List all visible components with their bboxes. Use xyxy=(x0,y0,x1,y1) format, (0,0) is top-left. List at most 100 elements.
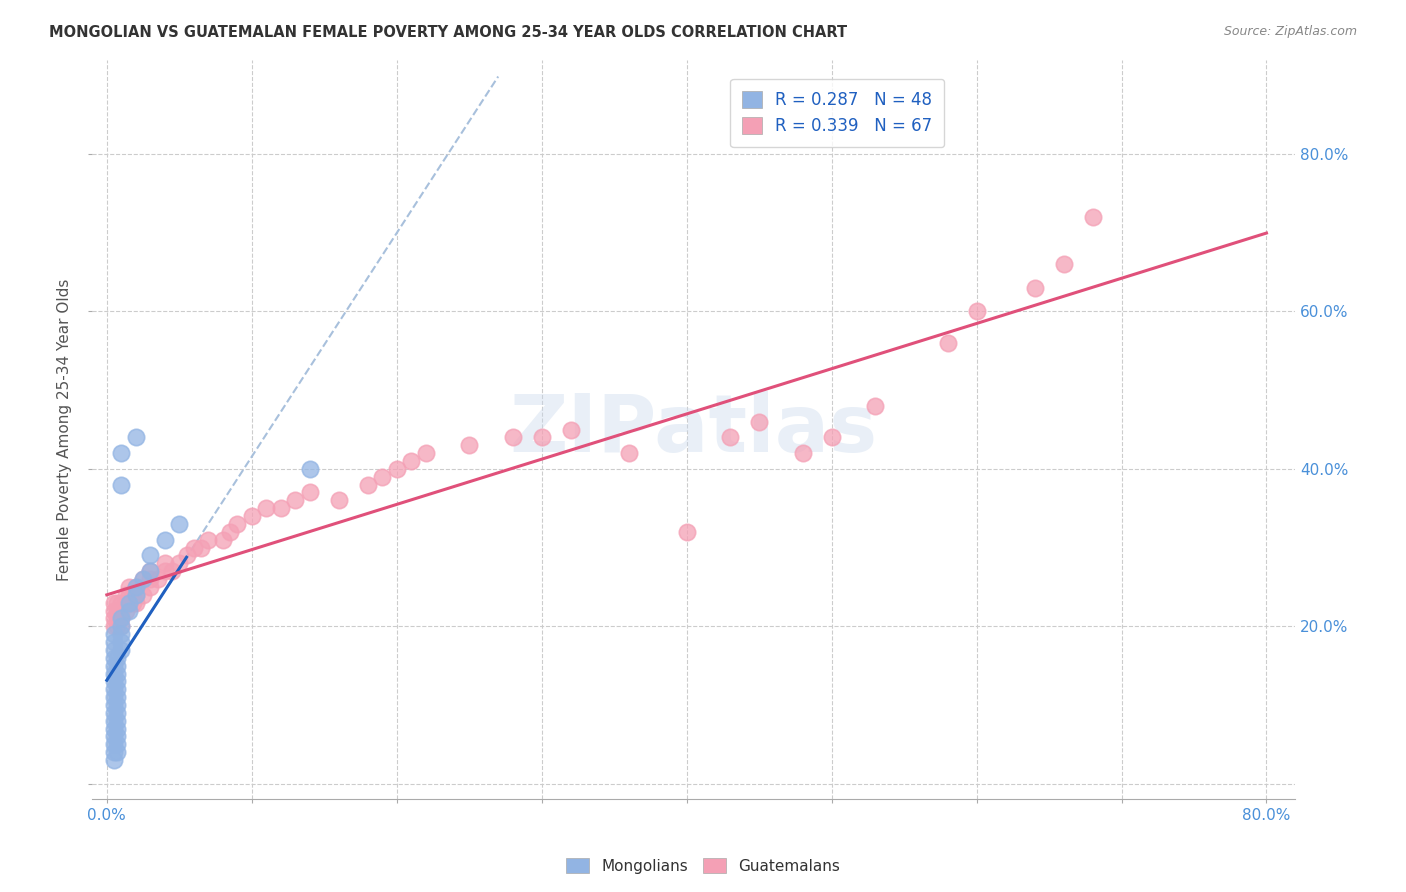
Point xyxy=(530,430,553,444)
Point xyxy=(169,516,191,531)
Point xyxy=(139,580,162,594)
Point xyxy=(117,588,139,602)
Point xyxy=(110,611,132,625)
Point xyxy=(103,706,125,720)
Point xyxy=(105,722,128,736)
Point xyxy=(110,596,132,610)
Point xyxy=(105,706,128,720)
Point xyxy=(110,643,132,657)
Point xyxy=(125,580,148,594)
Point xyxy=(117,603,139,617)
Point xyxy=(153,557,176,571)
Point xyxy=(103,643,125,657)
Point xyxy=(675,524,697,539)
Point xyxy=(146,572,169,586)
Text: ZIPatlas: ZIPatlas xyxy=(510,391,877,468)
Point xyxy=(103,722,125,736)
Point xyxy=(399,454,422,468)
Point xyxy=(1024,281,1046,295)
Point xyxy=(153,533,176,547)
Point xyxy=(110,619,132,633)
Point xyxy=(103,674,125,689)
Point xyxy=(103,650,125,665)
Point xyxy=(103,745,125,759)
Point xyxy=(122,588,145,602)
Point xyxy=(117,596,139,610)
Point xyxy=(270,501,292,516)
Point xyxy=(105,690,128,705)
Point xyxy=(560,423,582,437)
Point xyxy=(139,572,162,586)
Point xyxy=(792,446,814,460)
Point xyxy=(105,730,128,744)
Point xyxy=(219,524,242,539)
Point xyxy=(748,415,770,429)
Point xyxy=(1081,210,1104,224)
Point xyxy=(936,335,959,350)
Point xyxy=(103,619,125,633)
Point xyxy=(125,588,148,602)
Point xyxy=(110,446,132,460)
Point xyxy=(105,666,128,681)
Point xyxy=(103,627,125,641)
Point xyxy=(114,603,136,617)
Point xyxy=(105,714,128,728)
Point xyxy=(328,493,350,508)
Point xyxy=(176,549,198,563)
Point xyxy=(105,658,128,673)
Point xyxy=(117,580,139,594)
Point xyxy=(103,611,125,625)
Point xyxy=(190,541,212,555)
Point xyxy=(103,666,125,681)
Point xyxy=(183,541,205,555)
Point xyxy=(415,446,437,460)
Point xyxy=(132,588,155,602)
Point xyxy=(105,682,128,697)
Text: MONGOLIAN VS GUATEMALAN FEMALE POVERTY AMONG 25-34 YEAR OLDS CORRELATION CHART: MONGOLIAN VS GUATEMALAN FEMALE POVERTY A… xyxy=(49,25,848,40)
Point xyxy=(240,509,263,524)
Point xyxy=(160,564,183,578)
Point xyxy=(617,446,640,460)
Point xyxy=(458,438,481,452)
Point xyxy=(966,304,988,318)
Point xyxy=(125,596,148,610)
Point xyxy=(114,596,136,610)
Point xyxy=(863,399,886,413)
Point xyxy=(125,588,148,602)
Point xyxy=(105,674,128,689)
Point xyxy=(103,737,125,751)
Point xyxy=(197,533,219,547)
Point xyxy=(125,580,148,594)
Legend: Mongolians, Guatemalans: Mongolians, Guatemalans xyxy=(560,852,846,880)
Point xyxy=(103,603,125,617)
Point xyxy=(132,572,155,586)
Point xyxy=(357,477,380,491)
Point xyxy=(117,596,139,610)
Point xyxy=(105,596,128,610)
Point xyxy=(110,611,132,625)
Point xyxy=(502,430,524,444)
Point xyxy=(139,564,162,578)
Point xyxy=(110,627,132,641)
Point xyxy=(254,501,277,516)
Point xyxy=(298,485,321,500)
Point xyxy=(169,557,191,571)
Point xyxy=(153,564,176,578)
Point xyxy=(211,533,233,547)
Point xyxy=(103,635,125,649)
Point xyxy=(105,698,128,712)
Text: Source: ZipAtlas.com: Source: ZipAtlas.com xyxy=(1223,25,1357,38)
Point xyxy=(105,619,128,633)
Point xyxy=(284,493,307,508)
Y-axis label: Female Poverty Among 25-34 Year Olds: Female Poverty Among 25-34 Year Olds xyxy=(58,278,72,581)
Point xyxy=(105,650,128,665)
Point xyxy=(103,682,125,697)
Point xyxy=(298,462,321,476)
Point xyxy=(139,564,162,578)
Point xyxy=(718,430,741,444)
Point xyxy=(114,588,136,602)
Point xyxy=(105,737,128,751)
Point xyxy=(105,611,128,625)
Point xyxy=(371,469,394,483)
Point xyxy=(139,549,162,563)
